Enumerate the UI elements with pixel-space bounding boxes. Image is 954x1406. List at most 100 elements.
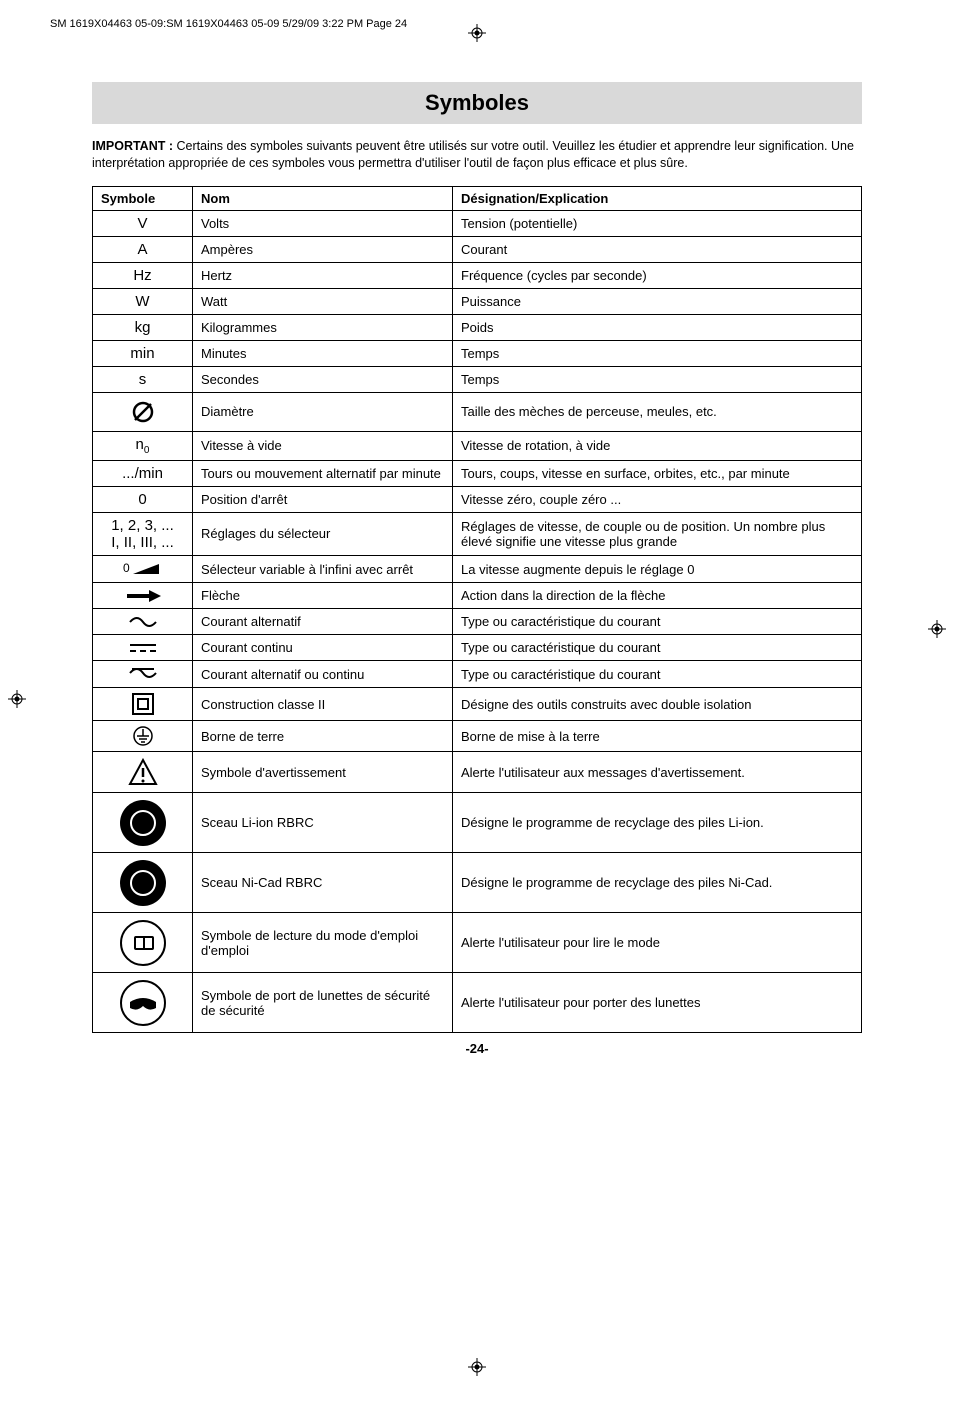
symbol-cell bbox=[93, 609, 193, 635]
designation-cell: Type ou caractéristique du courant bbox=[453, 661, 862, 688]
table-row: WWattPuissance bbox=[93, 288, 862, 314]
registration-mark-right bbox=[928, 620, 946, 638]
table-row: Construction classe IIDésigne des outils… bbox=[93, 688, 862, 721]
designation-cell: Fréquence (cycles par seconde) bbox=[453, 262, 862, 288]
designation-cell: Borne de mise à la terre bbox=[453, 721, 862, 752]
designation-cell: Vitesse de rotation, à vide bbox=[453, 431, 862, 460]
content-area: Symboles IMPORTANT : Certains des symbol… bbox=[92, 82, 862, 1056]
symbol-cell bbox=[93, 853, 193, 913]
page-title: Symboles bbox=[92, 82, 862, 124]
designation-cell: Alerte l'utilisateur pour lire le mode bbox=[453, 913, 862, 973]
designation-cell: Désigne des outils construits avec doubl… bbox=[453, 688, 862, 721]
symbol-cell: 0 bbox=[93, 555, 193, 582]
symbol-cell: W bbox=[93, 288, 193, 314]
symbol-cell bbox=[93, 661, 193, 688]
col-designation: Désignation/Explication bbox=[453, 186, 862, 210]
table-row: DiamètreTaille des mèches de perceuse, m… bbox=[93, 392, 862, 431]
diameter-icon bbox=[130, 399, 156, 425]
designation-cell: Type ou caractéristique du courant bbox=[453, 609, 862, 635]
nom-cell: Watt bbox=[193, 288, 453, 314]
rbrc-seal-icon bbox=[120, 860, 166, 906]
nom-cell: Tours ou mouvement alternatif par minute bbox=[193, 460, 453, 486]
read-manual-icon bbox=[120, 920, 166, 966]
symbol-cell: min bbox=[93, 340, 193, 366]
dc-icon bbox=[128, 641, 158, 655]
designation-cell: Puissance bbox=[453, 288, 862, 314]
designation-cell: Alerte l'utilisateur aux messages d'aver… bbox=[453, 752, 862, 793]
symbol-cell: .../min bbox=[93, 460, 193, 486]
nom-cell: Kilogrammes bbox=[193, 314, 453, 340]
designation-cell: Temps bbox=[453, 340, 862, 366]
table-header-row: Symbole Nom Désignation/Explication bbox=[93, 186, 862, 210]
table-row: FlècheAction dans la direction de la flè… bbox=[93, 583, 862, 609]
symbol-cell bbox=[93, 392, 193, 431]
symbol-cell bbox=[93, 635, 193, 661]
registration-mark-bottom bbox=[0, 1358, 954, 1376]
designation-cell: Action dans la direction de la flèche bbox=[453, 583, 862, 609]
designation-cell: Type ou caractéristique du courant bbox=[453, 635, 862, 661]
nom-cell: Réglages du sélecteur bbox=[193, 512, 453, 555]
table-row: .../minTours ou mouvement alternatif par… bbox=[93, 460, 862, 486]
designation-cell: Taille des mèches de perceuse, meules, e… bbox=[453, 392, 862, 431]
designation-cell: Désigne le programme de recyclage des pi… bbox=[453, 793, 862, 853]
nom-cell: Construction classe II bbox=[193, 688, 453, 721]
symbol-cell bbox=[93, 721, 193, 752]
intro-text: Certains des symboles suivants peuvent ê… bbox=[92, 139, 854, 170]
nom-cell: Vitesse à vide bbox=[193, 431, 453, 460]
designation-cell: Tours, coups, vitesse en surface, orbite… bbox=[453, 460, 862, 486]
wear-goggles-icon bbox=[120, 980, 166, 1026]
nom-cell: Volts bbox=[193, 210, 453, 236]
symbols-table: Symbole Nom Désignation/Explication VVol… bbox=[92, 186, 862, 1033]
table-row: kgKilogrammesPoids bbox=[93, 314, 862, 340]
table-row: Borne de terreBorne de mise à la terre bbox=[93, 721, 862, 752]
table-row: Symbole de lecture du mode d'emploi d'em… bbox=[93, 913, 862, 973]
symbol-cell bbox=[93, 973, 193, 1033]
symbol-cell: s bbox=[93, 366, 193, 392]
rbrc-seal-icon bbox=[120, 800, 166, 846]
nom-cell: Sceau Ni-Cad RBRC bbox=[193, 853, 453, 913]
table-row: minMinutesTemps bbox=[93, 340, 862, 366]
table-row: 1, 2, 3, ...I, II, III, ...Réglages du s… bbox=[93, 512, 862, 555]
designation-cell: Temps bbox=[453, 366, 862, 392]
nom-cell: Courant continu bbox=[193, 635, 453, 661]
nom-cell: Secondes bbox=[193, 366, 453, 392]
symbol-cell: 0 bbox=[93, 486, 193, 512]
table-row: VVoltsTension (potentielle) bbox=[93, 210, 862, 236]
col-nom: Nom bbox=[193, 186, 453, 210]
nom-cell: Courant alternatif ou continu bbox=[193, 661, 453, 688]
nom-cell: Courant alternatif bbox=[193, 609, 453, 635]
designation-cell: Poids bbox=[453, 314, 862, 340]
table-row: Symbole de port de lunettes de sécurité … bbox=[93, 973, 862, 1033]
nom-cell: Minutes bbox=[193, 340, 453, 366]
nom-cell: Ampères bbox=[193, 236, 453, 262]
nom-cell: Sceau Li-ion RBRC bbox=[193, 793, 453, 853]
intro-paragraph: IMPORTANT : Certains des symboles suivan… bbox=[92, 138, 862, 172]
nom-cell: Flèche bbox=[193, 583, 453, 609]
table-row: Symbole d'avertissementAlerte l'utilisat… bbox=[93, 752, 862, 793]
designation-cell: Courant bbox=[453, 236, 862, 262]
symbol-cell: V bbox=[93, 210, 193, 236]
nom-cell: Position d'arrêt bbox=[193, 486, 453, 512]
table-row: AAmpèresCourant bbox=[93, 236, 862, 262]
symbol-cell bbox=[93, 688, 193, 721]
arrow-icon bbox=[125, 588, 161, 604]
nom-cell: Hertz bbox=[193, 262, 453, 288]
symbol-cell: n0 bbox=[93, 431, 193, 460]
earth-icon bbox=[132, 725, 154, 747]
symbol-cell bbox=[93, 752, 193, 793]
svg-text:0: 0 bbox=[123, 561, 130, 575]
designation-cell: Vitesse zéro, couple zéro ... bbox=[453, 486, 862, 512]
symbol-cell bbox=[93, 913, 193, 973]
page-number: -24- bbox=[92, 1041, 862, 1056]
nom-cell: Symbole de port de lunettes de sécurité … bbox=[193, 973, 453, 1033]
symbol-cell: A bbox=[93, 236, 193, 262]
ramp-icon: 0 bbox=[123, 560, 163, 578]
table-row: Sceau Li-ion RBRCDésigne le programme de… bbox=[93, 793, 862, 853]
table-row: Sceau Ni-Cad RBRCDésigne le programme de… bbox=[93, 853, 862, 913]
table-row: Courant continuType ou caractéristique d… bbox=[93, 635, 862, 661]
nom-cell: Symbole d'avertissement bbox=[193, 752, 453, 793]
table-row: Courant alternatif ou continuType ou car… bbox=[93, 661, 862, 688]
table-row: 0Position d'arrêtVitesse zéro, couple zé… bbox=[93, 486, 862, 512]
designation-cell: Alerte l'utilisateur pour porter des lun… bbox=[453, 973, 862, 1033]
symbol-cell bbox=[93, 793, 193, 853]
